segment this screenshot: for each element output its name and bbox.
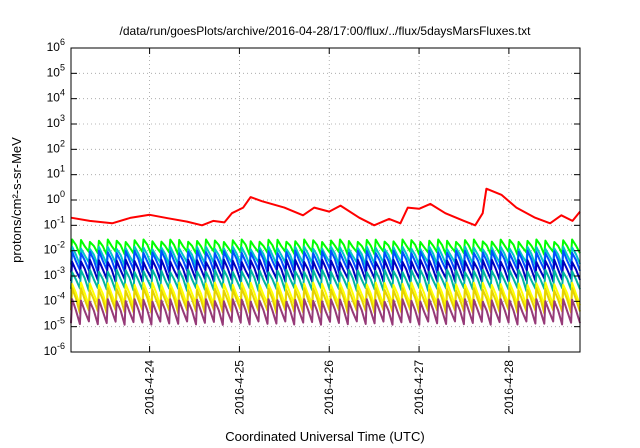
x-tick-label: 2016-4-24 — [143, 360, 157, 415]
y-tick-label: 10-4 — [44, 290, 65, 307]
series-line-3 — [70, 245, 581, 267]
x-tick-label: 2016-4-25 — [232, 360, 246, 415]
x-tick-label: 2016-4-27 — [412, 360, 426, 415]
y-tick-label: 103 — [47, 113, 65, 130]
series-line-2 — [70, 238, 581, 256]
y-tick-label: 102 — [47, 138, 65, 155]
chart-title: /data/run/goesPlots/archive/2016-04-28/1… — [120, 24, 532, 38]
y-axis-label: protons/cm²-s-sr-MeV — [9, 137, 24, 263]
y-tick-label: 100 — [47, 189, 65, 206]
y-tick-label: 101 — [47, 164, 65, 181]
y-tick-label: 10-5 — [44, 316, 65, 333]
x-tick-label: 2016-4-26 — [322, 360, 336, 415]
series-line-8 — [70, 287, 581, 315]
series-layer — [70, 187, 581, 326]
series-line-7 — [70, 281, 581, 308]
y-tick-label: 104 — [47, 88, 65, 105]
y-tick-label: 10-1 — [44, 214, 65, 231]
x-axis-label: Coordinated Universal Time (UTC) — [225, 429, 424, 444]
y-axis: 10-6 10-5 10-4 10-3 10-2 10-1 100 101 102 103 104 1… — [44, 37, 580, 358]
y-tick-label: 106 — [47, 37, 65, 54]
series-line-5 — [70, 258, 581, 283]
x-axis: 2016-4-24 2016-4-25 2016-4-26 2016-4-27 2016… — [143, 48, 516, 415]
series-line-6 — [70, 268, 581, 292]
y-tick-label: 10-6 — [44, 341, 65, 358]
y-tick-label: 10-3 — [44, 265, 65, 282]
series-line-1 — [70, 187, 581, 227]
y-tick-label: 10-2 — [44, 240, 65, 257]
series-line-4 — [70, 249, 581, 274]
series-line-9 — [70, 298, 581, 326]
x-tick-label: 2016-4-28 — [502, 360, 516, 415]
y-tick-label: 105 — [47, 62, 65, 79]
